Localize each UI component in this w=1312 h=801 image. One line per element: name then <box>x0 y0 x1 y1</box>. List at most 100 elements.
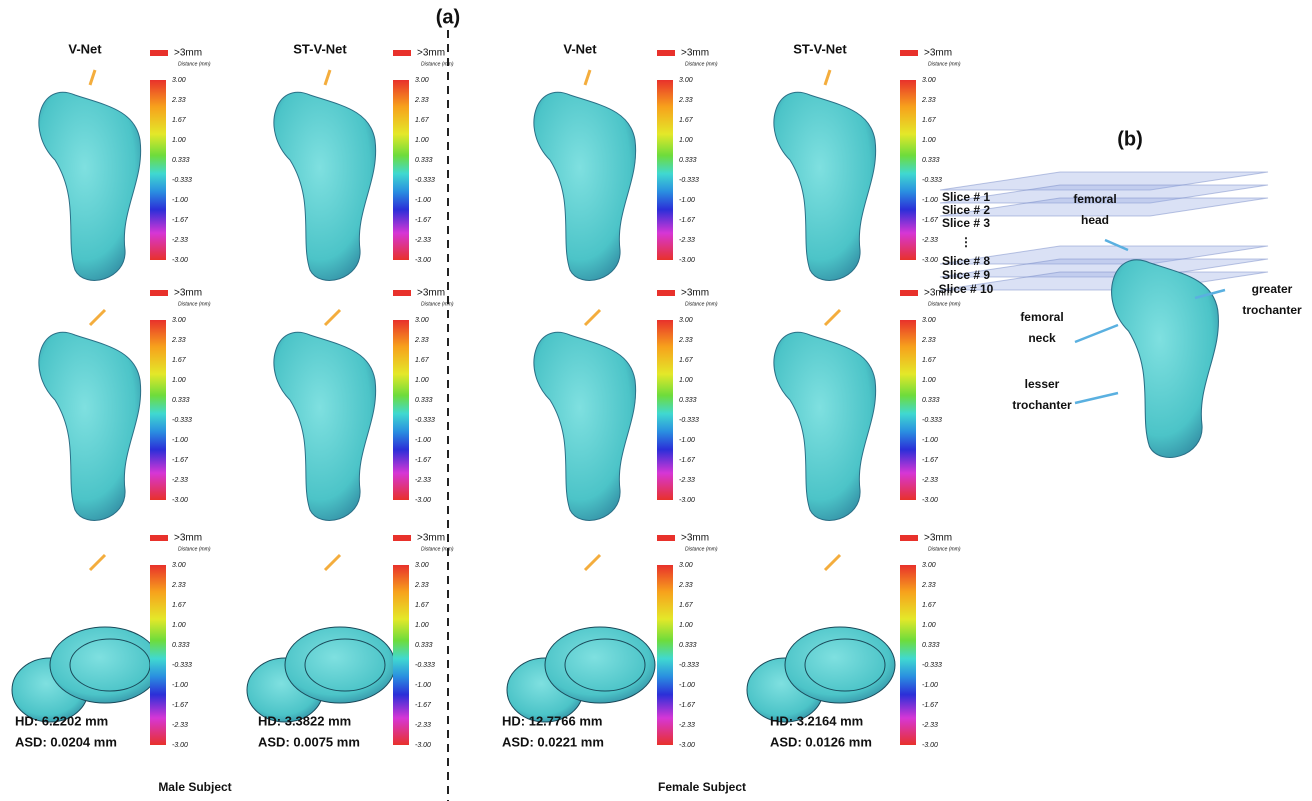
colorbar-tick: -3.00 <box>922 497 938 504</box>
colorbar <box>900 80 916 260</box>
colorbar-tick: -2.33 <box>679 477 695 484</box>
colorbar-tick: -1.67 <box>679 457 696 464</box>
over-label: >3mm <box>924 533 952 544</box>
colorbar-tick: 1.00 <box>679 137 693 144</box>
over-swatch <box>657 290 675 296</box>
arrow <box>583 69 592 86</box>
colorbar-tick: 0.333 <box>679 642 697 649</box>
slice-plane <box>939 197 1269 217</box>
colorbar-title: Distance (mm) <box>178 301 211 307</box>
over-swatch <box>657 50 675 56</box>
colorbar-tick: -0.333 <box>679 417 699 424</box>
colorbar-tick: -3.00 <box>679 742 695 749</box>
over-swatch <box>900 50 918 56</box>
colorbar <box>900 565 916 745</box>
colorbar-tick: 2.33 <box>678 97 693 104</box>
pointer-arrow <box>1104 238 1129 252</box>
hd-metric: HD: 6.2202 mm <box>15 713 108 728</box>
colorbar-tick: -0.333 <box>415 662 435 669</box>
bone-render <box>773 332 877 521</box>
subject-label: Female Subject <box>658 780 746 794</box>
colorbar <box>150 80 166 260</box>
over-swatch <box>393 50 411 56</box>
colorbar-tick: 1.67 <box>922 117 937 124</box>
colorbar-tick: -0.333 <box>922 417 942 424</box>
colorbar-tick: -1.00 <box>415 197 431 204</box>
colorbar-tick: 3.00 <box>415 317 429 324</box>
bone-render <box>284 626 396 704</box>
colorbar-tick: 1.00 <box>922 377 936 384</box>
bone-render <box>773 92 877 281</box>
colorbar-tick: -1.67 <box>172 702 189 709</box>
colorbar-tick: 1.67 <box>172 357 187 364</box>
colorbar-tick: -1.00 <box>922 437 938 444</box>
colorbar <box>657 320 673 500</box>
colorbar-tick: -1.67 <box>172 457 189 464</box>
over-label: >3mm <box>417 288 445 299</box>
colorbar <box>900 320 916 500</box>
colorbar-tick: -1.00 <box>679 682 695 689</box>
colorbar-tick: 1.67 <box>679 602 694 609</box>
colorbar-tick: 2.33 <box>171 97 186 104</box>
colorbar-tick: 3.00 <box>415 562 429 569</box>
colorbar-tick: 2.33 <box>678 582 693 589</box>
over-label: >3mm <box>174 533 202 544</box>
slice-label: ⋮ <box>960 235 972 249</box>
arrow <box>88 553 107 572</box>
colorbar-title: Distance (mm) <box>928 61 961 67</box>
slice-plane <box>939 171 1269 191</box>
anatomy-label: femoral <box>1073 192 1116 206</box>
colorbar-tick: -2.33 <box>415 722 431 729</box>
slice-plane <box>939 258 1269 278</box>
colorbar-tick: 3.00 <box>922 562 936 569</box>
arrow <box>323 69 332 86</box>
colorbar-tick: -2.33 <box>679 722 695 729</box>
colorbar-tick: 2.33 <box>414 582 429 589</box>
colorbar-tick: 0.333 <box>172 642 190 649</box>
anatomy-label: trochanter <box>1242 303 1302 317</box>
bone-render <box>38 92 142 281</box>
colorbar-tick: 1.00 <box>922 137 936 144</box>
colorbar-tick: -3.00 <box>415 742 431 749</box>
colorbar-tick: 1.00 <box>922 622 936 629</box>
panel-label: (b) <box>1117 128 1143 150</box>
bone-render <box>784 626 896 704</box>
slice-label: Slice # 3 <box>942 216 990 230</box>
over-swatch <box>900 535 918 541</box>
asd-metric: ASD: 0.0075 mm <box>258 734 360 749</box>
colorbar-tick: 3.00 <box>172 77 186 84</box>
colorbar-tick: -1.67 <box>922 457 939 464</box>
asd-metric: ASD: 0.0126 mm <box>770 734 872 749</box>
arrow <box>823 308 842 327</box>
hd-metric: HD: 3.3822 mm <box>258 713 351 728</box>
pointer-arrow <box>1074 323 1119 344</box>
over-swatch <box>900 290 918 296</box>
colorbar-tick: -2.33 <box>415 477 431 484</box>
colorbar-tick: 2.33 <box>414 97 429 104</box>
colorbar-tick: -0.333 <box>172 417 192 424</box>
bone-render <box>49 626 161 704</box>
arrow <box>823 69 832 86</box>
slice-label: Slice # 8 <box>942 254 990 268</box>
colorbar-title: Distance (mm) <box>928 546 961 552</box>
colorbar-tick: 2.33 <box>921 97 936 104</box>
colorbar-tick: 0.333 <box>415 397 433 404</box>
colorbar-tick: 1.00 <box>172 137 186 144</box>
anatomy-label: trochanter <box>1012 398 1072 412</box>
colorbar-tick: -3.00 <box>679 257 695 264</box>
over-label: >3mm <box>417 48 445 59</box>
colorbar-tick: -1.00 <box>172 682 188 689</box>
colorbar-tick: -3.00 <box>172 742 188 749</box>
colorbar-tick: -3.00 <box>415 257 431 264</box>
colorbar-tick: 1.67 <box>679 117 694 124</box>
colorbar-tick: -2.33 <box>172 477 188 484</box>
colorbar-tick: -1.00 <box>922 197 938 204</box>
colorbar-tick: -1.67 <box>922 217 939 224</box>
slice-label: Slice # 10 <box>939 282 994 296</box>
colorbar-tick: -3.00 <box>922 742 938 749</box>
colorbar-tick: 1.00 <box>415 137 429 144</box>
colorbar-tick: -1.00 <box>172 197 188 204</box>
colorbar-tick: -2.33 <box>679 237 695 244</box>
colorbar-tick: -2.33 <box>172 722 188 729</box>
